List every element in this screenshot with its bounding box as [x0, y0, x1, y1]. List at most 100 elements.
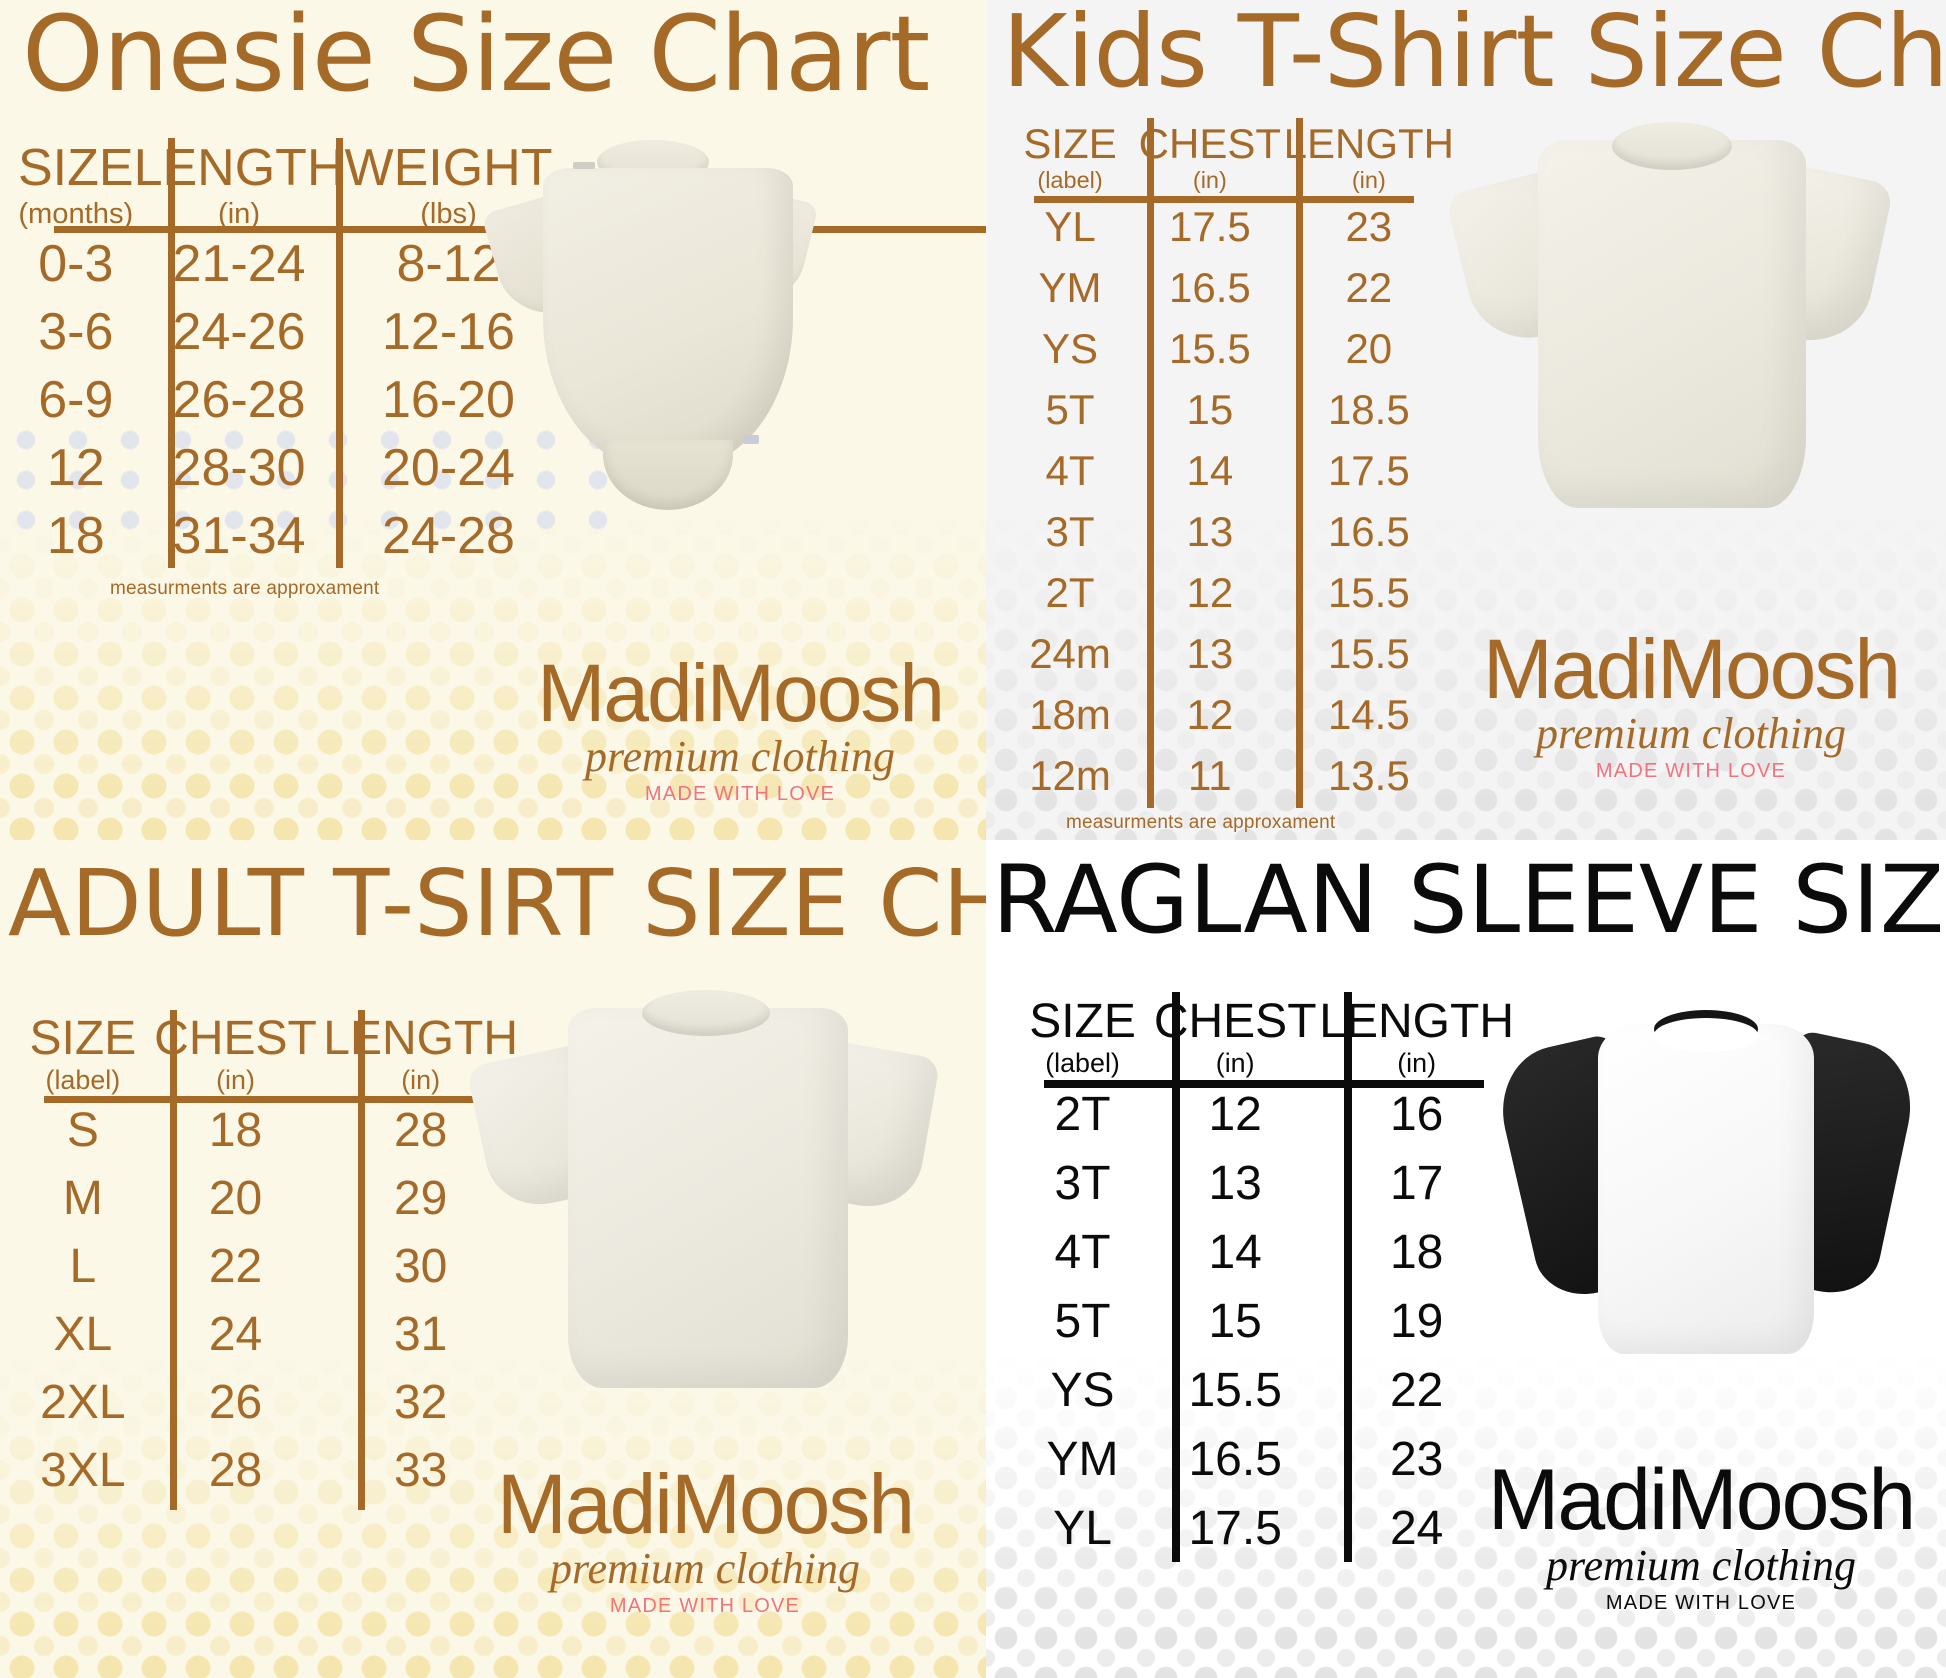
cell-chest: 15	[1186, 385, 1234, 433]
cell-length: 26-28	[172, 371, 306, 430]
kids-table-header-row: SIZE (label) CHEST (in) LENGTH (in)	[1004, 118, 1454, 196]
table-row: 4T 14 18	[1014, 1218, 1514, 1287]
cell-size: 3-6	[38, 303, 114, 362]
cell-weight: 24-28	[381, 507, 515, 566]
cell-chest: 20	[208, 1171, 263, 1225]
cell-length: 29	[393, 1171, 448, 1225]
onesie-col-weight: WEIGHT (lbs)	[344, 139, 553, 230]
onesie-page-title: Onesie Size Chart	[22, 0, 930, 115]
made-with-love-text: MADE WITH LOVE	[1605, 1591, 1797, 1614]
cell-chest: 18	[208, 1103, 263, 1157]
table-row: 5T 15 19	[1014, 1287, 1514, 1356]
cell-chest: 15.5	[1188, 1364, 1282, 1417]
brand-name-part-2: Moosh	[1666, 1452, 1916, 1548]
adult-col-length: LENGTH (in)	[323, 1011, 518, 1095]
cell-length: 18	[1389, 1226, 1444, 1279]
cell-size: 12m	[1029, 751, 1111, 799]
onesie-col-length: LENGTH (in)	[133, 139, 345, 230]
cell-length: 20	[1345, 324, 1393, 372]
onesie-table-header-row: SIZE (months) LENGTH (in) WEIGHT (lbs)	[18, 138, 552, 230]
adult-tshirt-size-chart-panel: ADULT T-SIRT SIZE CHART SIZE (label) CHE…	[0, 840, 986, 1678]
table-row: 0-3 21-24 8-12	[18, 230, 552, 298]
table-row: 18 31-34 24-28	[18, 502, 552, 570]
cell-chest: 15.5	[1168, 324, 1251, 372]
cell-length: 31-34	[172, 507, 306, 566]
made-with-love-text: MADE WITH LOVE	[644, 782, 836, 805]
cell-size: 5T	[1045, 385, 1095, 433]
cell-length: 22	[1345, 263, 1393, 311]
cell-chest: 13	[1186, 507, 1234, 555]
cell-size: M	[62, 1171, 103, 1225]
cell-chest: 26	[208, 1375, 263, 1429]
table-row: L 22 30	[18, 1232, 518, 1300]
cell-size: L	[69, 1239, 97, 1293]
cell-length: 17.5	[1327, 446, 1410, 494]
kids-measurement-note: measurments are approxament	[1066, 812, 1336, 833]
cell-length: 19	[1389, 1295, 1444, 1348]
cell-size: 2T	[1045, 568, 1095, 616]
kids-col-size: SIZE (label)	[1023, 120, 1117, 194]
kids-brand-logo: MadiMoosh premium clothing MADE WITH LOV…	[1456, 627, 1926, 783]
cell-size: XL	[53, 1307, 113, 1361]
cell-length: 23	[1389, 1433, 1444, 1486]
cell-weight: 12-16	[381, 303, 515, 362]
cell-size: YL	[1044, 202, 1096, 250]
cell-length: 32	[393, 1375, 448, 1429]
cell-length: 30	[393, 1239, 448, 1293]
cell-chest: 14	[1186, 446, 1234, 494]
cell-length: 23	[1345, 202, 1393, 250]
table-row: YL 17.5 24	[1014, 1494, 1514, 1563]
adult-page-title: ADULT T-SIRT SIZE CHART	[8, 850, 986, 957]
cell-size: 4T	[1054, 1226, 1111, 1279]
brand-name-part-2: Moosh	[1656, 622, 1901, 716]
cell-size: 18m	[1029, 690, 1111, 738]
cell-size: S	[66, 1103, 99, 1157]
cell-chest: 16.5	[1168, 263, 1251, 311]
cell-chest: 12	[1208, 1088, 1262, 1141]
cell-length: 24-26	[172, 303, 306, 362]
cell-length: 24	[1389, 1502, 1444, 1555]
cell-size: YS	[1042, 324, 1099, 372]
cell-length: 16	[1389, 1088, 1444, 1141]
table-row: YM 16.5 22	[1004, 257, 1454, 318]
kids-col-length: LENGTH (in)	[1283, 120, 1454, 194]
cell-chest: 17.5	[1168, 202, 1251, 250]
table-row: 3-6 24-26 12-16	[18, 298, 552, 366]
cell-length: 22	[1389, 1364, 1444, 1417]
cell-chest: 24	[208, 1307, 263, 1361]
table-row: 18m 12 14.5	[1004, 684, 1454, 745]
cell-weight: 16-20	[381, 371, 515, 430]
cell-chest: 12	[1186, 568, 1234, 616]
cell-length: 16.5	[1327, 507, 1410, 555]
raglan-size-table: SIZE (label) CHEST (in) LENGTH (in)	[1014, 992, 1514, 1563]
made-with-love-text: MADE WITH LOVE	[1595, 759, 1787, 782]
cell-length: 21-24	[172, 235, 306, 294]
brand-name-part-1: Madi	[537, 648, 709, 739]
kids-tshirt-garment-illustration	[1444, 118, 1916, 618]
cell-size: YL	[1053, 1502, 1112, 1555]
cell-length: 31	[393, 1307, 448, 1361]
raglan-table-header-row: SIZE (label) CHEST (in) LENGTH (in)	[1014, 992, 1514, 1080]
table-row: YS 15.5 20	[1004, 318, 1454, 379]
cell-size: 3XL	[40, 1443, 126, 1497]
cell-chest: 14	[1208, 1226, 1262, 1279]
cell-length: 18.5	[1327, 385, 1410, 433]
table-row: YS 15.5 22	[1014, 1356, 1514, 1425]
table-row: 2XL 26 32	[18, 1368, 518, 1436]
adult-col-chest: CHEST (in)	[154, 1011, 317, 1095]
table-row: 3XL 28 33	[18, 1436, 518, 1504]
adult-table-header-row: SIZE (label) CHEST (in) LENGTH (in)	[18, 1010, 518, 1096]
raglan-brand-logo: MadiMoosh premium clothing MADE WITH LOV…	[1466, 1457, 1936, 1615]
table-row: 2T 12 16	[1014, 1080, 1514, 1149]
onesie-size-table: SIZE (months) LENGTH (in) WEIGHT (lbs)	[18, 138, 986, 570]
table-row: 6-9 26-28 16-20	[18, 366, 552, 434]
kids-page-title: Kids T-Shirt Size Chart	[1002, 0, 1946, 110]
adult-col-size: SIZE (label)	[29, 1011, 137, 1095]
cell-chest: 28	[208, 1443, 263, 1497]
table-row: 24m 13 15.5	[1004, 623, 1454, 684]
table-row: 3T 13 16.5	[1004, 501, 1454, 562]
adult-size-table: SIZE (label) CHEST (in) LENGTH (in)	[18, 1010, 518, 1510]
table-row: 4T 14 17.5	[1004, 440, 1454, 501]
table-row: 3T 13 17	[1014, 1149, 1514, 1218]
